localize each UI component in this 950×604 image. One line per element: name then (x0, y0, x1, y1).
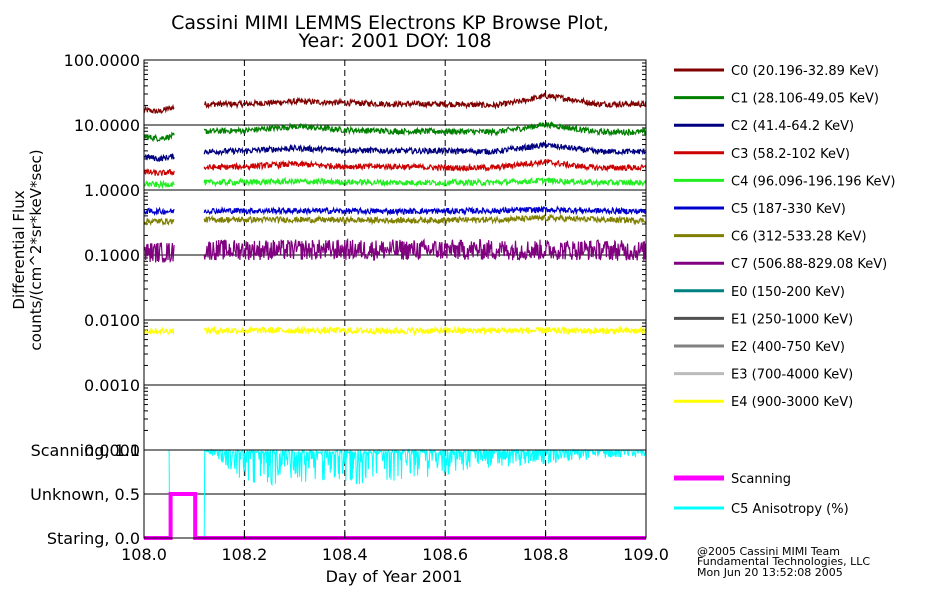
x-tick-label: 108.8 (523, 545, 569, 564)
legend-label: C7 (506.88-829.08 KeV) (731, 257, 887, 272)
legend-label: C5 (187-330 KeV) (731, 202, 846, 217)
y-axis-label-line1: Differential Flux (10, 190, 28, 309)
series-line (143, 131, 175, 143)
legend: C0 (20.196-32.89 KeV) C1 (28.106-49.05 Ke… (674, 64, 895, 517)
y-tick-label: 0.0100 (84, 311, 140, 330)
legend-label: C4 (96.096-196.196 KeV) (731, 174, 895, 189)
y-tick-label: 0.0001 (84, 441, 140, 460)
x-axis-label: Day of Year 2001 (326, 567, 463, 586)
series-line (203, 176, 647, 188)
chart-title-line2: Year: 2001 DOY: 108 (297, 30, 491, 52)
y-tick-label: 0.1000 (84, 246, 140, 265)
y-axis-label-line2: counts/(cm^2*sr*keV*sec) (27, 149, 45, 350)
series-line (143, 153, 175, 162)
legend-label: E4 (900-3000 KeV) (731, 395, 853, 410)
series-line (144, 242, 175, 264)
series-line (203, 325, 647, 337)
legend-label: C6 (312-533.28 KeV) (731, 230, 867, 245)
x-tick-label: 108.0 (121, 545, 167, 564)
legend-label: C3 (58.2-102 KeV) (731, 147, 850, 162)
flux-panel: 100.0000 10.0000 1.0000 0.1000 0.0100 0.0010 0… (64, 51, 647, 538)
footer-line3: Mon Jun 20 13:52:08 2005 (697, 566, 843, 579)
legend-label: C5 Anisotropy (%) (731, 502, 849, 517)
series-line (143, 103, 175, 114)
legend-label: C2 (41.4-64.2 KeV) (731, 119, 854, 134)
mode-tick-label: Unknown, 0.5 (30, 485, 140, 504)
mode-panel-frame (143, 449, 647, 539)
y-tick-label: 10.0000 (74, 116, 140, 135)
legend-label: E3 (700-4000 KeV) (731, 368, 853, 383)
y-tick-label: 0.0010 (84, 376, 140, 395)
x-tick-label: 109.0 (623, 545, 669, 564)
x-tick-label: 108.4 (322, 545, 368, 564)
series-line (203, 213, 647, 226)
footer-line2: Fundamental Technologies, LLC (697, 555, 870, 568)
mode-tick-label: Staring, 0.0 (47, 529, 140, 548)
legend-label: E1 (250-1000 KeV) (731, 312, 853, 327)
series-line (143, 206, 175, 217)
mode-tick-label: Scanning, 1.0 (31, 441, 140, 460)
x-tick-label: 108.6 (422, 545, 468, 564)
series-line (143, 326, 175, 336)
series-line (203, 158, 647, 173)
series-line (203, 205, 647, 217)
legend-label: C1 (28.106-49.05 KeV) (731, 92, 879, 107)
legend-label: C0 (20.196-32.89 KeV) (731, 64, 879, 79)
series-line (143, 179, 175, 190)
legend-label: Scanning (731, 472, 791, 487)
y-tick-label: 1.0000 (84, 181, 140, 200)
x-tick-label: 108.2 (221, 545, 267, 564)
series-line (143, 168, 175, 176)
chart-title-line1: Cassini MIMI LEMMS Electrons KP Browse P… (171, 12, 609, 34)
series-line (203, 237, 647, 262)
legend-label: E2 (400-750 KeV) (731, 340, 845, 355)
series-line (143, 217, 175, 227)
y-tick-label: 100.0000 (64, 51, 140, 70)
series-line (203, 141, 647, 157)
legend-label: E0 (150-200 KeV) (731, 285, 845, 300)
series-line (144, 492, 646, 540)
series-line (204, 92, 647, 110)
footer-line1: @2005 Cassini MIMI Team (697, 545, 840, 558)
series-line (203, 121, 647, 137)
